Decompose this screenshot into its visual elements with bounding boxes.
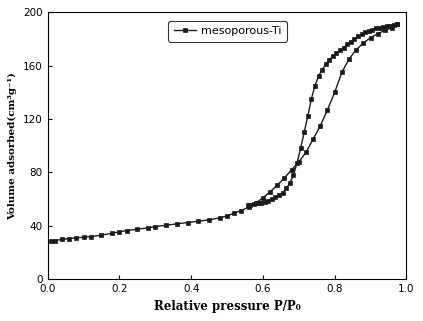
- mesoporous-Ti: [318, 124, 323, 128]
- mesoporous-Ti: [146, 226, 151, 230]
- Y-axis label: Volume adsorbed(cm³g⁻¹): Volume adsorbed(cm³g⁻¹): [8, 72, 17, 220]
- mesoporous-Ti: [390, 26, 395, 30]
- X-axis label: Relative pressure P/P₀: Relative pressure P/P₀: [154, 300, 300, 313]
- mesoporous-Ti: [239, 209, 244, 213]
- mesoporous-Ti: [117, 230, 122, 234]
- mesoporous-Ti: [206, 218, 212, 222]
- mesoporous-Ti: [282, 176, 287, 180]
- mesoporous-Ti: [267, 190, 272, 194]
- mesoporous-Ti: [354, 48, 359, 52]
- mesoporous-Ti: [185, 221, 190, 224]
- mesoporous-Ti: [66, 237, 71, 240]
- mesoporous-Ti: [261, 196, 266, 200]
- mesoporous-Ti: [52, 239, 58, 242]
- mesoporous-Ti: [174, 222, 179, 226]
- mesoporous-Ti: [110, 231, 115, 235]
- mesoporous-Ti: [49, 239, 54, 243]
- mesoporous-Ti: [303, 151, 308, 154]
- mesoporous-Ti: [246, 205, 251, 209]
- mesoporous-Ti: [217, 216, 222, 220]
- mesoporous-Ti: [361, 41, 366, 45]
- mesoporous-Ti: [395, 22, 400, 26]
- mesoporous-Ti: [310, 137, 316, 141]
- mesoporous-Ti: [332, 91, 337, 94]
- mesoporous-Ti: [88, 235, 93, 239]
- mesoporous-Ti: [368, 36, 373, 39]
- mesoporous-Ti: [289, 168, 294, 172]
- mesoporous-Ti: [163, 223, 168, 227]
- mesoporous-Ti: [135, 227, 140, 231]
- mesoporous-Ti: [81, 235, 86, 239]
- mesoporous-Ti: [375, 32, 380, 36]
- mesoporous-Ti: [225, 214, 230, 218]
- mesoporous-Ti: [60, 238, 65, 241]
- mesoporous-Ti: [382, 29, 387, 32]
- mesoporous-Ti: [153, 225, 158, 229]
- mesoporous-Ti: [275, 183, 280, 187]
- mesoporous-Ti: [253, 201, 258, 205]
- mesoporous-Ti: [74, 236, 79, 240]
- mesoporous-Ti: [99, 233, 104, 237]
- Legend: mesoporous-Ti: mesoporous-Ti: [168, 21, 287, 42]
- mesoporous-Ti: [196, 219, 201, 223]
- mesoporous-Ti: [232, 211, 237, 215]
- mesoporous-Ti: [296, 160, 301, 164]
- mesoporous-Ti: [124, 229, 129, 232]
- mesoporous-Ti: [346, 57, 352, 61]
- mesoporous-Ti: [339, 71, 344, 74]
- mesoporous-Ti: [325, 108, 330, 112]
- Line: mesoporous-Ti: mesoporous-Ti: [49, 22, 400, 244]
